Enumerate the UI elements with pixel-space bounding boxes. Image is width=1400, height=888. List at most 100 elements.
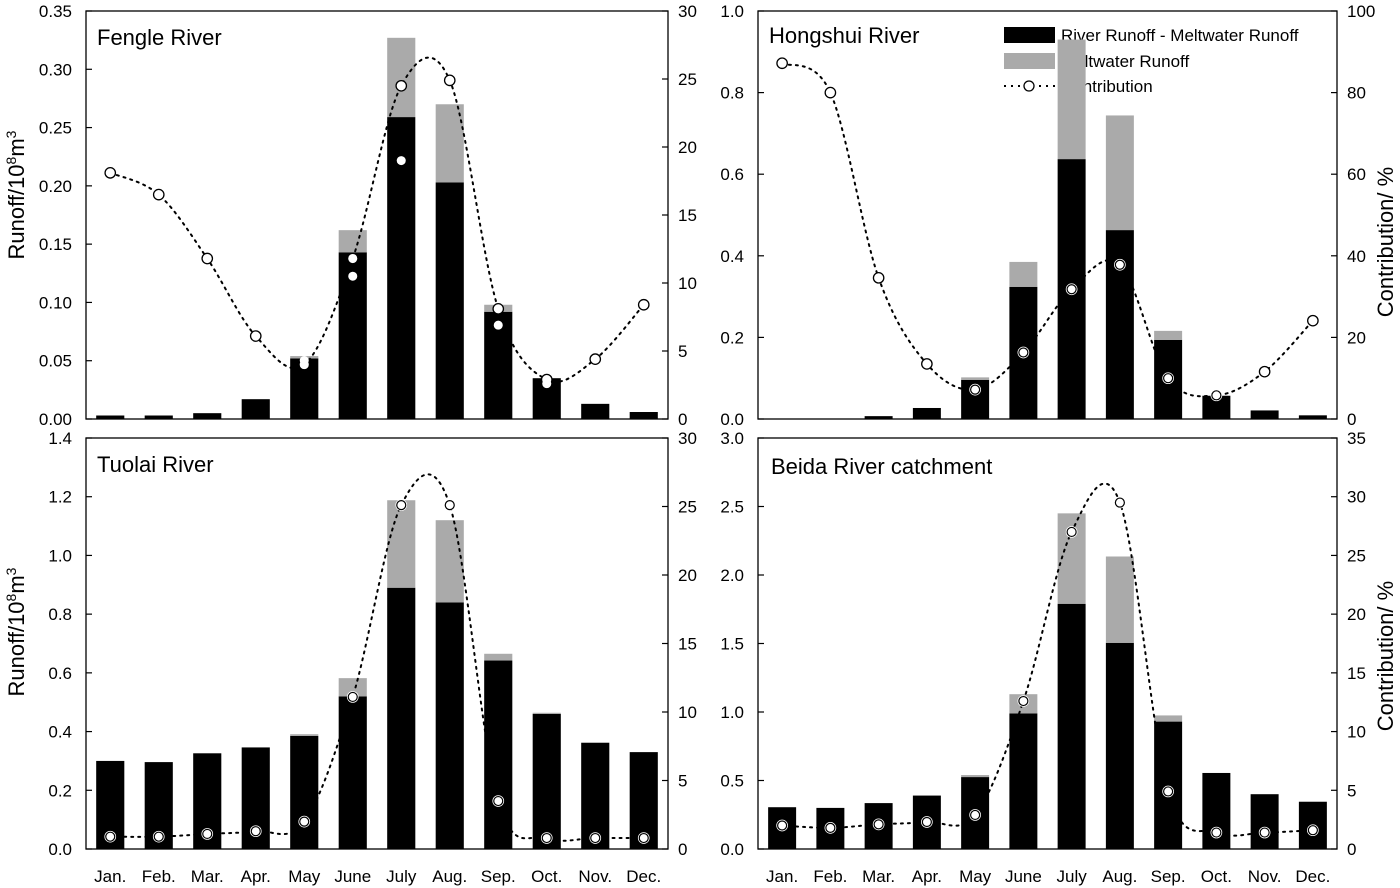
y-tick-label: 3.0: [720, 429, 744, 448]
x-tick-label-apr: Apr.: [241, 867, 271, 886]
contribution-marker: [395, 79, 408, 92]
y2-tick-label: 20: [678, 138, 697, 157]
bar-black-aug: [1105, 642, 1134, 849]
contribution-marker: [824, 86, 837, 99]
y2-tick-label: 10: [678, 703, 697, 722]
bar-gray-sep: [484, 653, 513, 661]
plot-frame: [757, 10, 1338, 420]
y2-tick-label: 25: [678, 498, 697, 517]
contribution-dot: [825, 822, 836, 833]
y-tick-label: 0.5: [720, 772, 744, 791]
y2-tick-label: 5: [678, 342, 687, 361]
contribution-dot: [299, 816, 310, 827]
contribution-dot: [1259, 827, 1270, 838]
y-tick-label: 1.2: [48, 488, 72, 507]
y2-tick-label: 30: [678, 2, 697, 21]
contribution-dot: [541, 832, 552, 844]
contribution-dot: [873, 819, 884, 830]
contribution-dot: [921, 816, 932, 828]
x-tick-label-jan: Jan.: [766, 867, 798, 886]
contribution-dot: [1114, 497, 1125, 508]
contribution-dot: [1114, 259, 1125, 270]
y2-tick-label: 35: [1347, 429, 1366, 448]
panel-beida-river-catchment: Beida River catchment Contribution/ % 0.…: [720, 429, 1398, 886]
y-tick-label: 0.25: [39, 119, 72, 138]
contribution-line: [781, 62, 1314, 398]
y-tick-label: 1.0: [720, 703, 744, 722]
contribution-dot: [1163, 786, 1174, 797]
y2-tick-label: 25: [678, 70, 697, 89]
bar-black-aug: [1105, 230, 1134, 419]
contribution-dot: [493, 320, 503, 330]
legend-swatch-gray: [1004, 53, 1055, 69]
x-tick-label-july: July: [1057, 867, 1088, 886]
y2-tick-label: 0: [1347, 410, 1356, 429]
bar-gray-july: [387, 37, 416, 118]
y2-tick-label: 80: [1347, 84, 1366, 103]
contribution-dot: [444, 500, 455, 511]
bar-gray-may: [961, 377, 990, 380]
contribution-line: [781, 482, 1314, 837]
x-tick-label-jan: Jan.: [94, 867, 126, 886]
contribution-marker: [346, 252, 359, 265]
contribution-dot: [1018, 347, 1029, 358]
bar-gray-june: [338, 230, 367, 253]
y2-tick-label: 15: [678, 206, 697, 225]
x-tick-label-may: May: [959, 867, 992, 886]
y-tick-label: 0.2: [48, 781, 72, 800]
y-tick-label: 0.05: [39, 352, 72, 371]
y-tick-label: 0.6: [720, 165, 744, 184]
contribution-dot: [1211, 827, 1222, 838]
contribution-dot: [202, 828, 213, 840]
bar-black-may: [290, 735, 319, 849]
plot-frame: [85, 437, 669, 850]
legend-label-black: River Runoff - Meltwater Runoff: [1061, 26, 1299, 45]
x-tick-label-aug: Aug.: [1102, 867, 1137, 886]
contribution-dot: [396, 156, 406, 166]
y-tick-label: 1.0: [720, 2, 744, 21]
y-tick-label: 1.5: [720, 635, 744, 654]
contribution-marker: [249, 330, 262, 342]
bar-black-sep: [484, 660, 513, 849]
x-tick-label-dec: Dec.: [626, 867, 661, 886]
bar-black-mar: [193, 413, 222, 419]
contribution-marker: [921, 358, 933, 370]
x-tick-label-feb: Feb.: [813, 867, 847, 886]
y-axis-label: Runoff/108m3: [3, 567, 29, 696]
y2-tick-label: 20: [1347, 605, 1366, 624]
y-tick-label: 0.0: [48, 840, 72, 859]
panel-hongshui-river: Hongshui River Contribution/ % River Run…: [720, 2, 1398, 429]
x-tick-label-june: June: [1005, 867, 1042, 886]
y-tick-label: 0.4: [48, 723, 72, 742]
legend-swatch-black: [1004, 27, 1055, 43]
bar-black-mar: [864, 416, 893, 419]
y2-tick-label: 40: [1347, 247, 1366, 266]
x-tick-label-june: June: [334, 867, 371, 886]
x-tick-label-sep: Sep.: [1151, 867, 1186, 886]
x-tick-label-dec: Dec.: [1295, 867, 1330, 886]
x-tick-label-aug: Aug.: [432, 867, 467, 886]
panel-title: Beida River catchment: [771, 454, 992, 479]
bar-gray-july: [1057, 39, 1086, 160]
contribution-marker: [492, 302, 505, 315]
y-tick-label: 1.4: [48, 429, 72, 448]
bar-black-apr: [241, 399, 270, 419]
y2-tick-label: 30: [678, 429, 697, 448]
bar-black-nov: [581, 403, 610, 419]
legend-label-gray: Meltwater Runoff: [1061, 52, 1189, 71]
y2-tick-label: 30: [1347, 488, 1366, 507]
bar-black-june: [1009, 713, 1038, 849]
contribution-marker: [104, 166, 117, 179]
y-tick-label: 0.20: [39, 177, 72, 196]
contribution-dot: [348, 271, 358, 281]
y2-axis-label: Contribution/ %: [1373, 581, 1398, 731]
y2-tick-label: 25: [1347, 546, 1366, 565]
contribution-dot: [590, 832, 601, 844]
y2-tick-label: 15: [1347, 664, 1366, 683]
bar-gray-may: [961, 775, 990, 778]
contribution-dot: [347, 691, 358, 703]
bar-black-june: [338, 696, 367, 849]
contribution-dot: [1066, 284, 1077, 295]
bar-black-july: [387, 587, 416, 849]
y2-tick-label: 0: [678, 840, 687, 859]
